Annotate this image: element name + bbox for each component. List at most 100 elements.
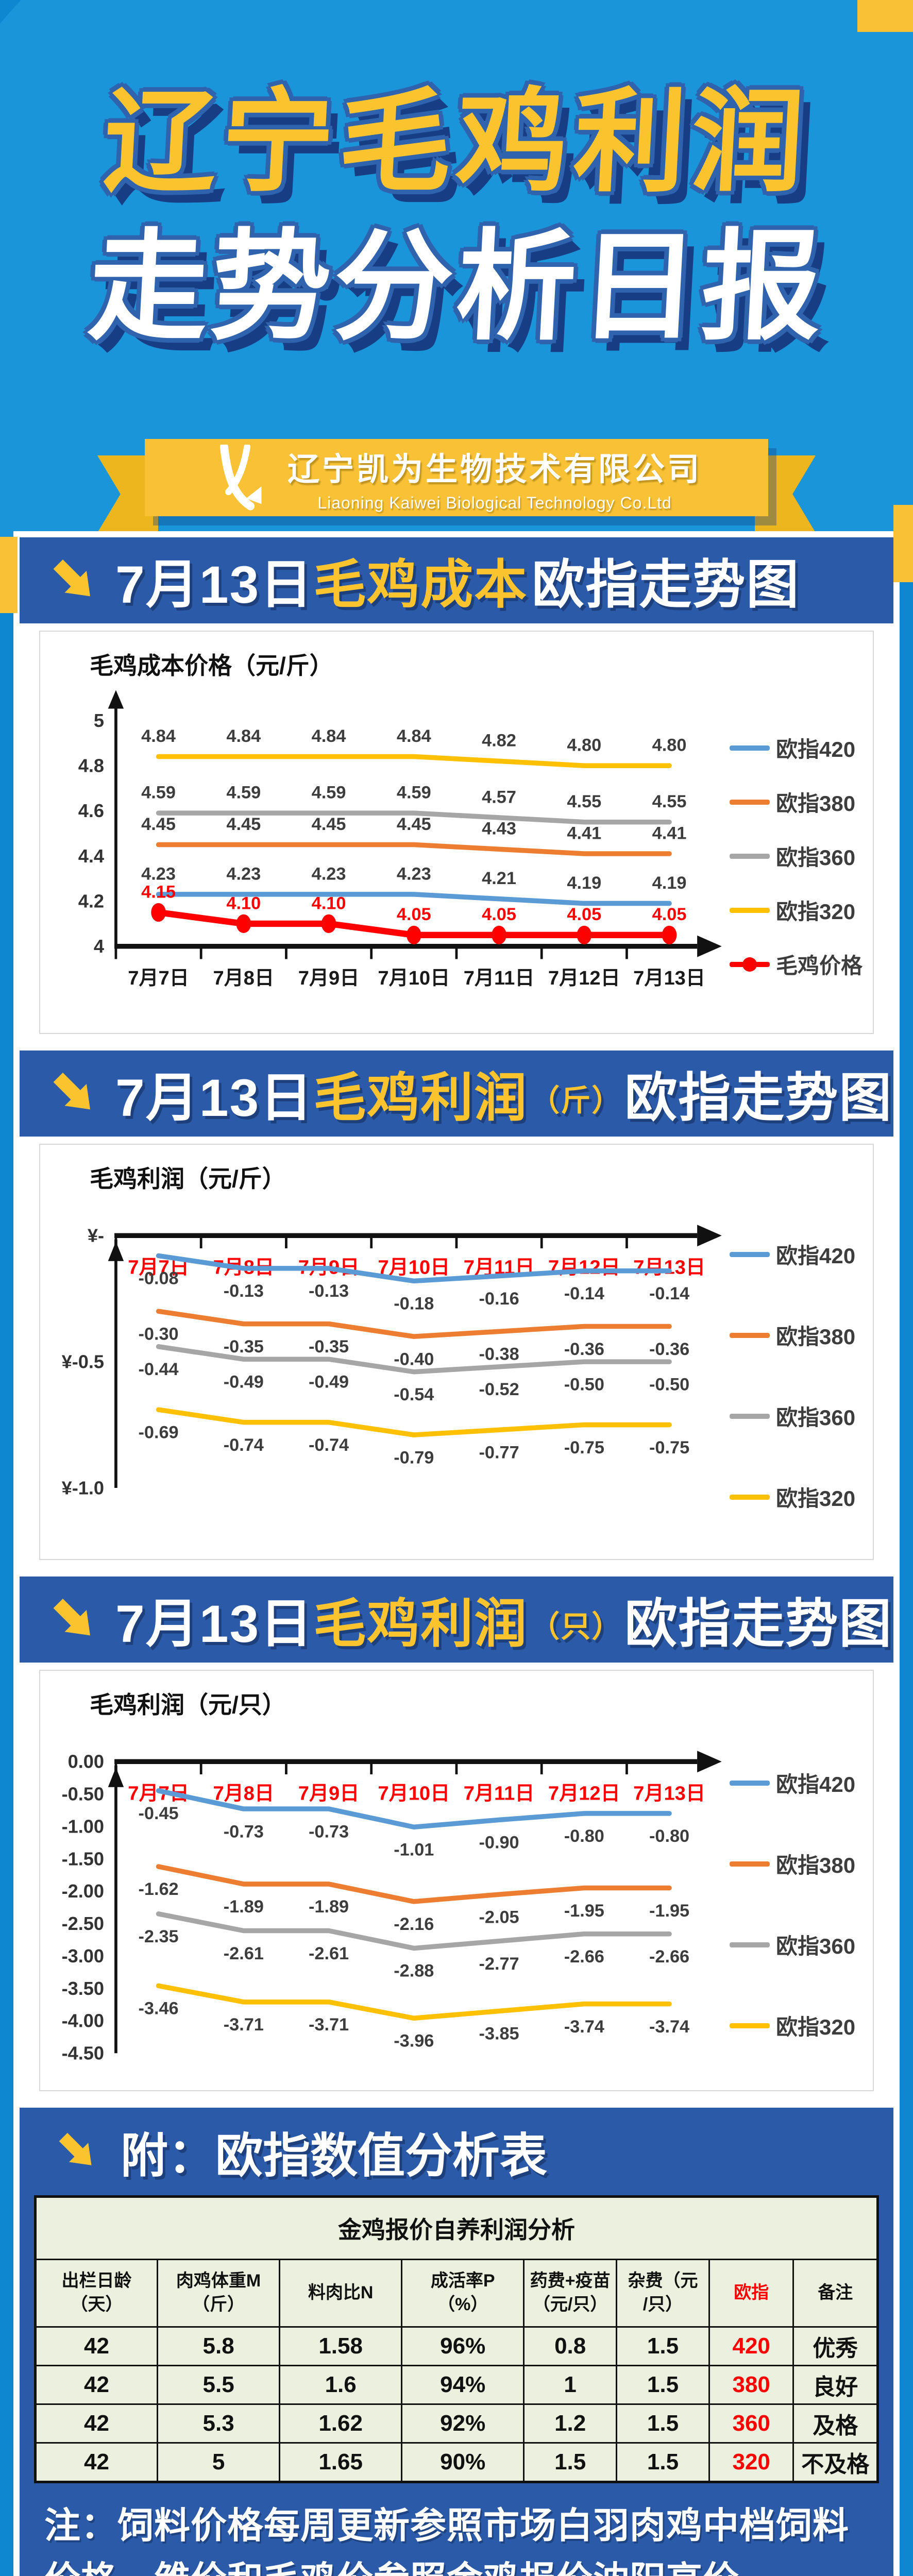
- legend-label: 欧指320: [776, 1486, 856, 1511]
- legend-item: 欧指360: [730, 1400, 855, 1432]
- svg-text:4.6: 4.6: [78, 800, 104, 821]
- svg-text:4.23: 4.23: [312, 864, 346, 884]
- col-header: 欧指: [708, 2259, 794, 2328]
- legend-item: 毛鸡价格: [730, 948, 863, 980]
- table-cell: 42: [34, 2442, 159, 2483]
- svg-text:4.15: 4.15: [141, 882, 176, 902]
- legend-swatch: [730, 1332, 770, 1338]
- svg-text:-1.50: -1.50: [62, 1848, 104, 1869]
- legend-label: 欧指380: [776, 1325, 856, 1349]
- svg-text:-0.45: -0.45: [138, 1804, 178, 1823]
- svg-text:4.45: 4.45: [397, 815, 431, 834]
- svg-text:-4.00: -4.00: [62, 2010, 104, 2031]
- legend-item: 欧指380: [730, 1848, 855, 1879]
- svg-text:4.10: 4.10: [226, 893, 261, 913]
- svg-text:-3.96: -3.96: [394, 2031, 434, 2051]
- company-name-cn: 辽宁凯为生物技术有限公司: [287, 451, 702, 487]
- table-cell: 1.62: [279, 2403, 403, 2444]
- svg-text:0.00: 0.00: [68, 1751, 104, 1772]
- svg-text:7月7日: 7月7日: [128, 968, 189, 989]
- svg-text:-0.50: -0.50: [564, 1375, 604, 1394]
- main-title-line2: 走势分析日报: [85, 221, 828, 354]
- svg-text:7月13日: 7月13日: [633, 1257, 705, 1279]
- svg-text:-1.95: -1.95: [649, 1901, 689, 1921]
- svg-text:-2.35: -2.35: [138, 1927, 178, 1946]
- svg-text:-1.89: -1.89: [309, 1897, 349, 1917]
- svg-text:-2.61: -2.61: [309, 1944, 349, 1963]
- section-highlight: 毛鸡成本: [313, 555, 528, 614]
- svg-text:-0.52: -0.52: [479, 1380, 519, 1399]
- svg-text:4.45: 4.45: [312, 815, 346, 834]
- legend-item: 欧指380: [730, 786, 855, 818]
- legend-swatch: [730, 1780, 770, 1786]
- arrow-se-icon: [40, 1585, 110, 1655]
- section-suffix: 欧指走势图: [532, 555, 800, 614]
- legend-swatch: [730, 907, 770, 913]
- svg-text:4.23: 4.23: [397, 864, 431, 884]
- section-unit: （只）: [530, 1610, 623, 1643]
- svg-text:4.23: 4.23: [226, 864, 261, 884]
- svg-text:-1.01: -1.01: [394, 1840, 434, 1860]
- company-logo-icon: [219, 445, 262, 511]
- legend-swatch: [730, 1861, 770, 1867]
- svg-text:4.80: 4.80: [567, 735, 601, 755]
- legend-swatch: [730, 853, 770, 859]
- decor-yellow-top-right: [857, 0, 913, 32]
- svg-text:-3.74: -3.74: [649, 2017, 689, 2037]
- table-cell: 92%: [401, 2403, 525, 2444]
- svg-text:4: 4: [94, 936, 104, 957]
- legend-label: 欧指320: [776, 2015, 856, 2039]
- table-cell: 1.5: [616, 2403, 710, 2444]
- svg-text:-0.73: -0.73: [224, 1822, 264, 1841]
- svg-text:-0.50: -0.50: [649, 1375, 689, 1394]
- analysis-block: 附：欧指数值分析表 金鸡报价自养利润分析 出栏日龄 （天） 肉鸡体重M （斤） 料肉比…: [20, 2108, 893, 2576]
- svg-text:-2.88: -2.88: [394, 1961, 434, 1981]
- col-header: 料肉比N: [279, 2259, 403, 2328]
- table-row: 42 5.5 1.6 94% 1 1.5 380 良好: [34, 2365, 878, 2405]
- section-title-cost: 7月13日毛鸡成本欧指走势图: [20, 537, 893, 623]
- section-highlight: 毛鸡利润: [313, 1069, 528, 1127]
- svg-text:4.82: 4.82: [482, 731, 516, 751]
- legend-label: 欧指420: [776, 1772, 856, 1797]
- svg-text:4.84: 4.84: [226, 726, 261, 746]
- svg-text:4.41: 4.41: [652, 823, 687, 843]
- attach-title-row: 附：欧指数值分析表: [20, 2108, 893, 2195]
- table-cell: 1.5: [616, 2326, 710, 2366]
- section-suffix: 欧指走势图: [624, 1069, 893, 1127]
- svg-text:-2.66: -2.66: [649, 1947, 689, 1967]
- svg-text:4.10: 4.10: [312, 893, 346, 913]
- svg-text:7月11日: 7月11日: [464, 1783, 535, 1805]
- table-cell: 1.58: [279, 2326, 403, 2366]
- footnote: 注：饲料价格每周更新参照市场白羽肉鸡中档饲料价格，雏价和毛鸡价参照金鸡报价沈阳高…: [44, 2505, 849, 2576]
- legend-item: 欧指420: [730, 1239, 855, 1270]
- table-row: 42 5 1.65 90% 1.5 1.5 320 不及格: [34, 2442, 878, 2483]
- legend-label: 欧指380: [776, 791, 856, 816]
- svg-text:-2.16: -2.16: [394, 1914, 434, 1934]
- chart-svg: 4 4.2 4.4 4.6 4.8 5 7月7日 7月8日 7月9日 7月10日 7月11日 7月12…: [78, 690, 722, 989]
- svg-text:-0.73: -0.73: [309, 1822, 349, 1841]
- svg-text:-0.14: -0.14: [649, 1284, 689, 1303]
- section-title-profit-bird: 7月13日毛鸡利润（只）欧指走势图: [20, 1577, 893, 1663]
- chart-card: 毛鸡成本价格（元/斤） 4 4.2 4.4 4.6 4.8 5 7月7日 7月8日 7月9日 7月…: [39, 631, 874, 1034]
- profit-jin-chart-legend: 欧指420 欧指380 欧指360 欧指320: [730, 1196, 869, 1555]
- svg-text:4.23: 4.23: [141, 864, 176, 884]
- table-cell: 及格: [792, 2403, 878, 2444]
- profit-bird-chart-plot: 0.00 -0.50 -1.00 -1.50 -2.00 -2.50 -3.00 -3.50 -…: [42, 1722, 730, 2086]
- table-cell: 0.8: [523, 2326, 618, 2366]
- table-cell: 不及格: [792, 2442, 878, 2483]
- svg-text:7月10日: 7月10日: [378, 1257, 450, 1279]
- cost-chart-legend: 欧指420 欧指380 欧指360 欧指320 毛鸡价格: [730, 683, 869, 1029]
- arrow-se-icon: [40, 546, 110, 616]
- table-cell: 5: [157, 2442, 281, 2483]
- svg-text:-0.16: -0.16: [479, 1289, 519, 1309]
- svg-text:-3.85: -3.85: [479, 2024, 519, 2044]
- main-title-line1: 辽宁毛鸡利润: [100, 80, 813, 205]
- svg-text:-0.54: -0.54: [394, 1385, 434, 1404]
- table-cell: 1.5: [523, 2442, 618, 2483]
- legend-label: 欧指320: [776, 900, 856, 924]
- table-cell: 42: [34, 2403, 159, 2444]
- svg-text:4.45: 4.45: [226, 815, 261, 834]
- table-cell: 320: [708, 2442, 794, 2483]
- legend-item: 欧指320: [730, 894, 855, 926]
